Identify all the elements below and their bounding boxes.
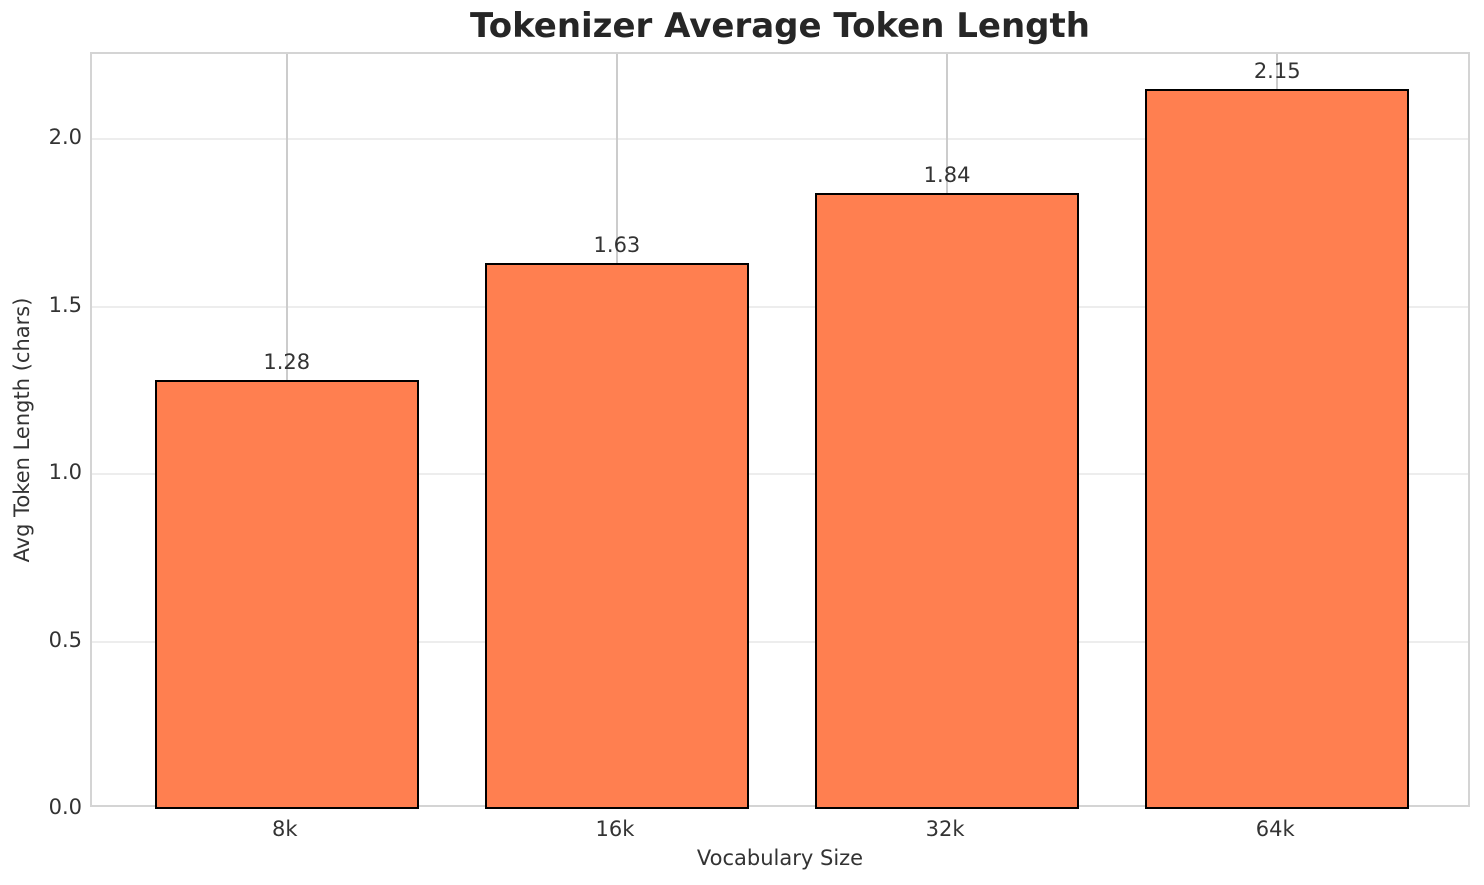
y-tick-label: 0.0 — [48, 795, 82, 819]
bar-value-label: 1.63 — [593, 233, 641, 257]
bar-32k — [815, 192, 1080, 809]
x-tick-label: 64k — [1255, 817, 1295, 841]
bar-8k — [154, 380, 419, 809]
bar-16k — [484, 263, 749, 809]
plot-area: 1.28 1.63 1.84 2.15 — [90, 52, 1470, 809]
y-tick-label: 0.5 — [48, 627, 82, 652]
bar-value-label: 1.84 — [923, 162, 971, 187]
x-axis-label: Vocabulary Size — [696, 846, 864, 870]
y-tick-label: 1.0 — [48, 460, 82, 485]
y-tick-label: 2.0 — [48, 125, 82, 150]
bar-value-label: 1.28 — [263, 350, 311, 375]
y-gridline — [92, 305, 1468, 308]
chart-title: Tokenizer Average Token Length — [470, 6, 1090, 46]
x-tick-label: 32k — [925, 817, 965, 841]
bar-value-label: 2.15 — [1253, 58, 1301, 83]
y-axis-label: Avg Token Length (chars) — [10, 297, 34, 563]
x-tick-label: 16k — [595, 817, 635, 841]
y-gridline — [92, 473, 1468, 476]
x-tick-label: 8k — [272, 817, 298, 841]
y-tick-label: 1.5 — [48, 292, 82, 317]
y-gridline — [92, 640, 1468, 643]
bar-64k — [1145, 88, 1410, 809]
y-gridline — [92, 138, 1468, 141]
